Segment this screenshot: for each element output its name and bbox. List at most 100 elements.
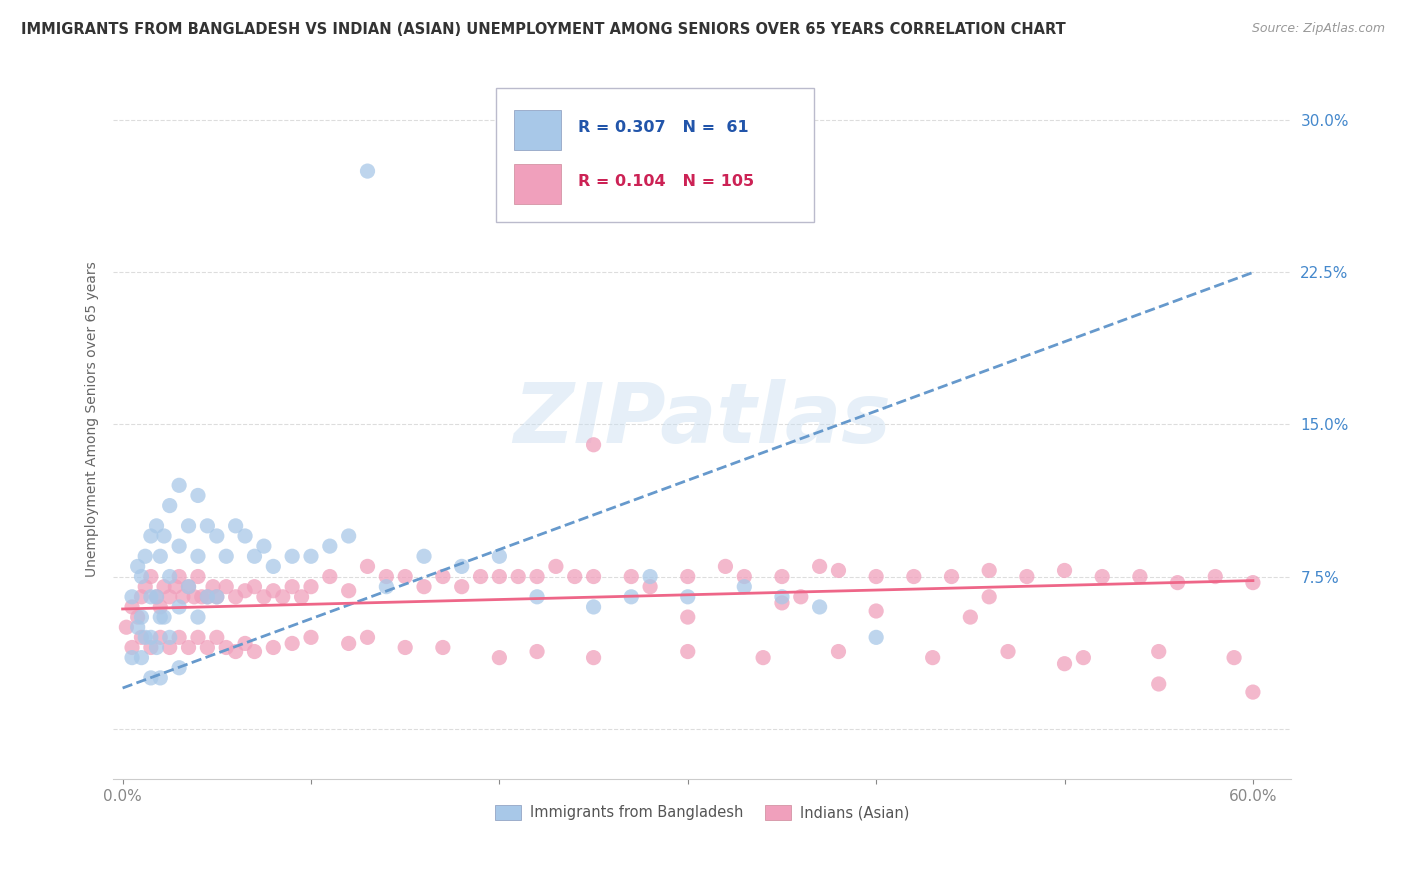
Point: [167, 539, 190, 553]
Point: [582, 650, 605, 665]
Point: [1223, 650, 1246, 665]
Point: [153, 580, 176, 594]
Text: ZIPatlas: ZIPatlas: [513, 379, 891, 460]
Point: [121, 590, 143, 604]
Point: [187, 549, 209, 564]
Point: [770, 596, 793, 610]
Point: [526, 644, 548, 658]
Point: [733, 580, 755, 594]
Text: Source: ZipAtlas.com: Source: ZipAtlas.com: [1251, 22, 1385, 36]
Point: [790, 590, 813, 604]
Point: [149, 599, 172, 614]
Point: [233, 636, 256, 650]
Point: [131, 569, 153, 583]
Point: [752, 650, 775, 665]
Point: [733, 569, 755, 583]
Point: [1053, 657, 1076, 671]
Point: [865, 604, 887, 618]
Point: [337, 583, 360, 598]
Point: [808, 559, 831, 574]
Legend: Immigrants from Bangladesh, Indians (Asian): Immigrants from Bangladesh, Indians (Asi…: [489, 799, 915, 826]
Point: [131, 650, 153, 665]
Point: [159, 590, 181, 604]
Point: [115, 620, 138, 634]
Point: [488, 549, 510, 564]
Point: [159, 569, 181, 583]
Point: [281, 549, 304, 564]
Point: [139, 640, 162, 655]
Point: [225, 590, 247, 604]
Point: [153, 529, 176, 543]
Point: [865, 569, 887, 583]
Point: [253, 590, 276, 604]
Point: [139, 631, 162, 645]
Point: [139, 569, 162, 583]
Point: [167, 478, 190, 492]
Point: [190, 590, 212, 604]
Point: [127, 559, 149, 574]
Point: [290, 590, 312, 604]
Point: [544, 559, 567, 574]
Point: [145, 590, 167, 604]
Point: [770, 590, 793, 604]
Point: [394, 569, 416, 583]
Point: [262, 583, 284, 598]
Point: [167, 569, 190, 583]
Point: [215, 549, 238, 564]
Point: [488, 569, 510, 583]
Point: [195, 590, 218, 604]
Point: [676, 569, 699, 583]
Point: [808, 599, 831, 614]
Y-axis label: Unemployment Among Seniors over 65 years: Unemployment Among Seniors over 65 years: [86, 261, 100, 577]
Point: [1241, 575, 1264, 590]
Point: [508, 569, 530, 583]
Point: [195, 590, 218, 604]
Point: [134, 580, 156, 594]
Point: [827, 644, 849, 658]
Point: [121, 640, 143, 655]
Point: [903, 569, 925, 583]
Point: [177, 580, 200, 594]
Point: [281, 636, 304, 650]
Point: [205, 590, 228, 604]
Point: [450, 580, 472, 594]
Text: R = 0.307   N =  61: R = 0.307 N = 61: [578, 120, 749, 136]
Point: [676, 610, 699, 624]
Point: [432, 569, 454, 583]
Point: [1204, 569, 1226, 583]
Point: [121, 650, 143, 665]
Point: [187, 488, 209, 502]
Point: [187, 569, 209, 583]
Point: [638, 580, 661, 594]
Point: [149, 671, 172, 685]
Point: [159, 640, 181, 655]
FancyBboxPatch shape: [513, 164, 561, 203]
Point: [1015, 569, 1038, 583]
Point: [299, 580, 322, 594]
Point: [470, 569, 492, 583]
Point: [582, 569, 605, 583]
Point: [1053, 564, 1076, 578]
Point: [253, 539, 276, 553]
Point: [159, 631, 181, 645]
Point: [172, 590, 194, 604]
Point: [526, 590, 548, 604]
Point: [526, 569, 548, 583]
Point: [770, 569, 793, 583]
Point: [676, 590, 699, 604]
Point: [620, 569, 643, 583]
Point: [997, 644, 1019, 658]
Point: [243, 644, 266, 658]
Point: [319, 539, 342, 553]
Point: [432, 640, 454, 655]
Point: [865, 631, 887, 645]
Point: [243, 549, 266, 564]
FancyBboxPatch shape: [496, 88, 814, 221]
Point: [979, 590, 1001, 604]
Point: [233, 583, 256, 598]
Point: [127, 620, 149, 634]
Point: [149, 631, 172, 645]
Point: [356, 164, 378, 178]
Point: [582, 438, 605, 452]
Point: [1147, 644, 1170, 658]
